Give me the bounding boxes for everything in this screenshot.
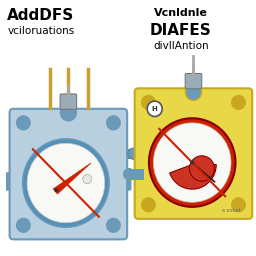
Circle shape — [23, 139, 109, 227]
Circle shape — [189, 156, 214, 181]
Circle shape — [190, 161, 194, 165]
Bar — [129, 169, 143, 179]
Circle shape — [83, 175, 92, 184]
Circle shape — [232, 95, 245, 109]
Circle shape — [185, 84, 201, 100]
Circle shape — [107, 218, 120, 232]
Circle shape — [142, 198, 155, 212]
Circle shape — [142, 95, 155, 109]
Text: AddDFS: AddDFS — [7, 8, 74, 23]
FancyBboxPatch shape — [185, 73, 202, 89]
FancyBboxPatch shape — [122, 173, 131, 190]
Circle shape — [123, 168, 134, 180]
Circle shape — [107, 116, 120, 130]
Circle shape — [17, 218, 30, 232]
FancyBboxPatch shape — [60, 94, 77, 109]
Circle shape — [128, 148, 139, 159]
Text: vciloruations: vciloruations — [7, 26, 74, 36]
Circle shape — [147, 101, 162, 116]
Text: divllAntion: divllAntion — [153, 41, 209, 51]
Polygon shape — [53, 163, 91, 194]
Circle shape — [232, 198, 245, 212]
Circle shape — [149, 118, 236, 207]
Circle shape — [27, 143, 105, 223]
Circle shape — [54, 188, 58, 192]
Circle shape — [17, 116, 30, 130]
Text: DIAFES: DIAFES — [150, 23, 212, 38]
FancyBboxPatch shape — [135, 88, 252, 219]
FancyBboxPatch shape — [10, 109, 127, 239]
Text: a oooot: a oooot — [222, 208, 241, 213]
Text: Vcnldnle: Vcnldnle — [154, 8, 208, 18]
FancyBboxPatch shape — [6, 173, 15, 190]
Bar — [121, 149, 140, 158]
Wedge shape — [170, 165, 216, 189]
Circle shape — [153, 123, 231, 202]
Text: H: H — [152, 106, 157, 112]
Circle shape — [60, 104, 76, 121]
